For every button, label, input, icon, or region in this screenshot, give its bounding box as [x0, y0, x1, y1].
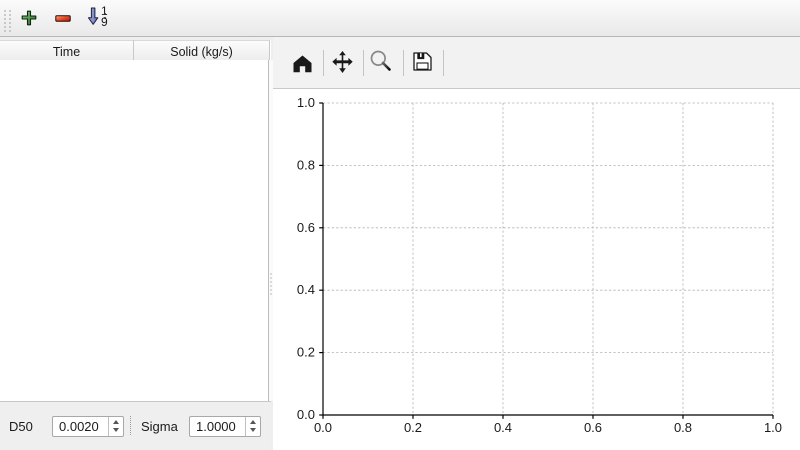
svg-text:0.8: 0.8 — [674, 420, 692, 435]
svg-text:1.0: 1.0 — [764, 420, 782, 435]
svg-text:0.2: 0.2 — [404, 420, 422, 435]
svg-text:0.0: 0.0 — [314, 420, 332, 435]
svg-text:0.0: 0.0 — [297, 407, 315, 422]
svg-text:0.6: 0.6 — [297, 220, 315, 235]
svg-text:0.8: 0.8 — [297, 157, 315, 172]
svg-text:0.2: 0.2 — [297, 345, 315, 360]
svg-text:0.6: 0.6 — [584, 420, 602, 435]
svg-text:0.4: 0.4 — [494, 420, 512, 435]
svg-text:1.0: 1.0 — [297, 95, 315, 110]
svg-text:0.4: 0.4 — [297, 282, 315, 297]
